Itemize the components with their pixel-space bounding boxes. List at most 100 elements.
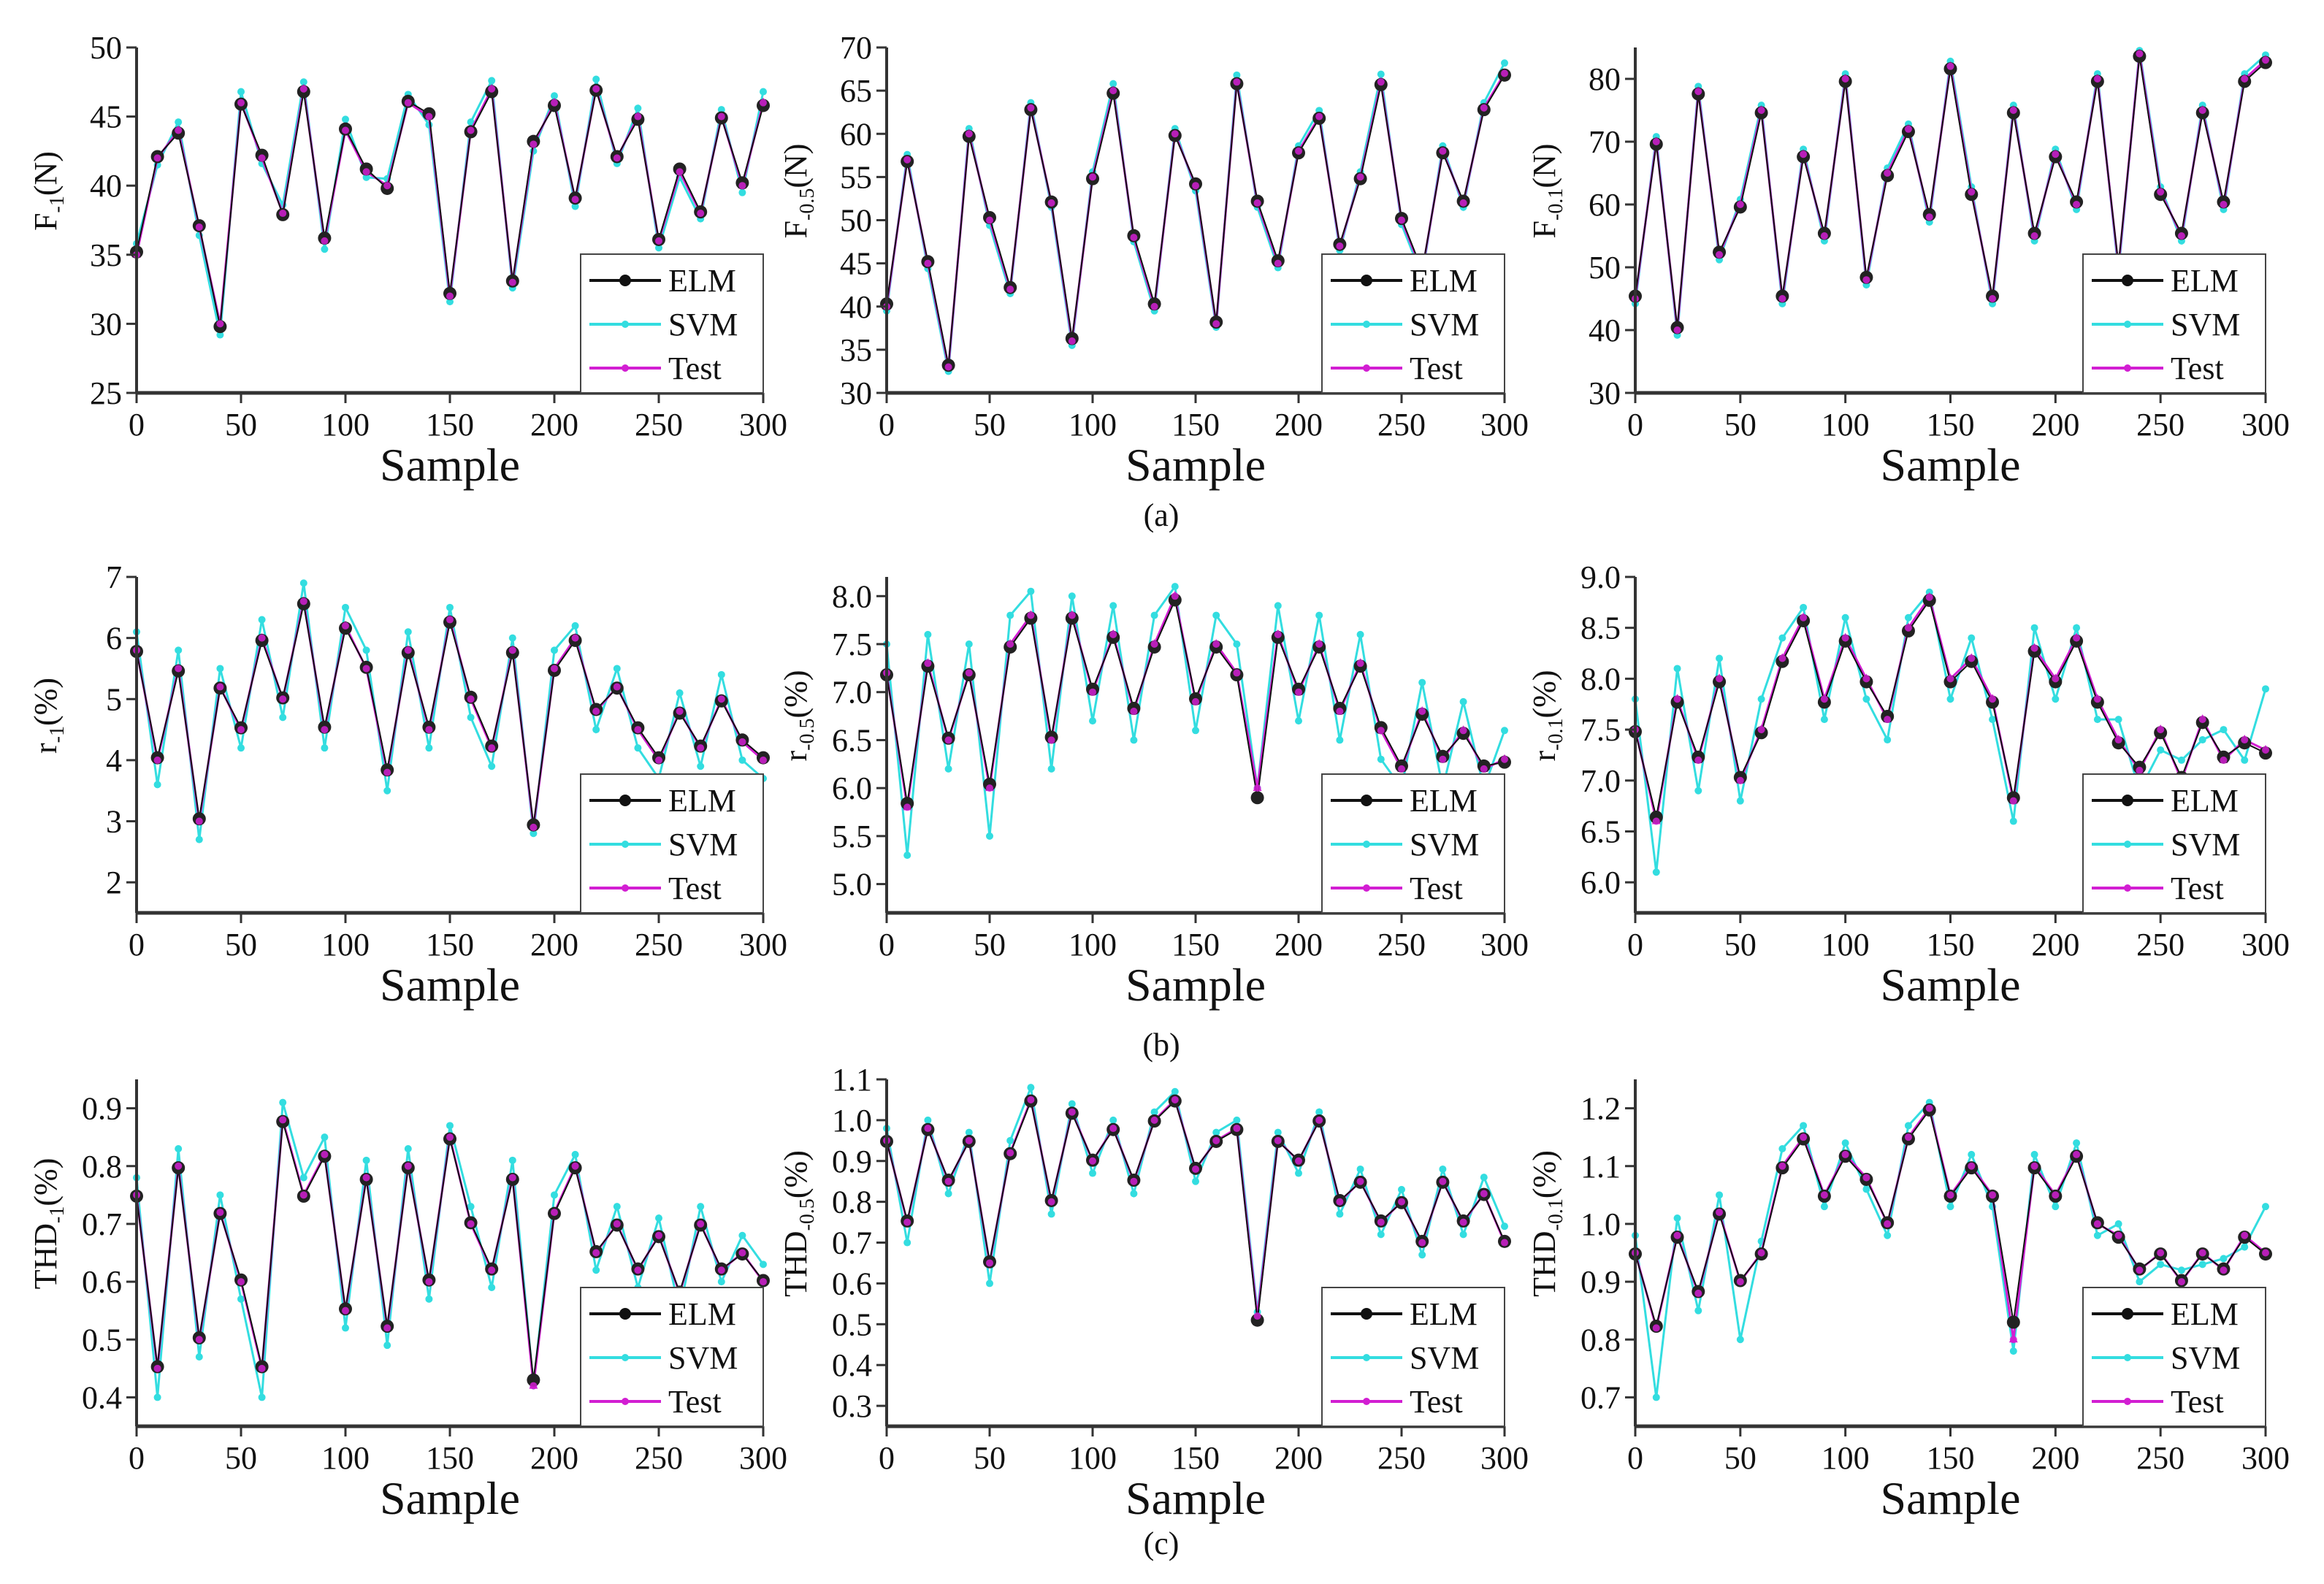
point-svm: [1673, 665, 1681, 673]
point-test-overlay: [383, 768, 391, 776]
x-tick-label: 200: [530, 927, 578, 963]
legend: ELM SVM Test: [1321, 253, 1505, 394]
point-test-overlay: [1192, 697, 1199, 705]
point-test-overlay: [1089, 173, 1096, 181]
panel-a-3: 0 50 100 150 200 250 300 30 40 50 60 70 80 Sample F-0.…: [1526, 47, 2290, 491]
legend-label-svm: SVM: [1410, 307, 1479, 343]
point-svm: [1439, 1165, 1447, 1173]
point-test-overlay: [2093, 1220, 2101, 1228]
point-test-overlay: [508, 278, 516, 286]
y-label-sub: -1: [46, 196, 69, 213]
point-test-overlay: [1925, 1104, 1933, 1112]
x-tick-label: 250: [1377, 407, 1426, 443]
point-test-overlay: [1862, 1174, 1870, 1182]
legend-label-elm: ELM: [1410, 783, 1478, 819]
point-test-overlay: [924, 659, 932, 667]
x-tick-label: 200: [530, 1440, 578, 1476]
point-svm: [1150, 1108, 1158, 1116]
point-test-overlay: [986, 784, 993, 792]
point-svm: [592, 1266, 600, 1274]
point-test-overlay: [2114, 1231, 2122, 1239]
point-test-overlay: [1315, 640, 1323, 648]
point-svm: [965, 1128, 973, 1136]
point-test-overlay: [1150, 302, 1158, 310]
point-test-overlay: [1212, 1136, 1220, 1144]
point-test-overlay: [1274, 630, 1282, 638]
legend-label-elm: ELM: [2171, 1296, 2239, 1332]
point-test-overlay: [1989, 295, 1997, 302]
point-test-overlay: [425, 1278, 433, 1286]
y-tick-label: 0.8: [832, 1185, 872, 1220]
y-tick-label: 60: [840, 116, 872, 152]
point-test-overlay: [1150, 1116, 1158, 1124]
point-test-overlay: [1336, 242, 1344, 250]
x-tick-label: 250: [2136, 407, 2185, 443]
point-test-overlay: [1841, 1150, 1849, 1158]
y-tick-label: 0.8: [1580, 1322, 1621, 1358]
point-svm: [697, 1203, 705, 1211]
legend: ELM SVM Test: [580, 253, 764, 394]
x-tick-label: 150: [1171, 927, 1220, 963]
y-label-sub: -1: [46, 726, 69, 743]
point-test-overlay: [1253, 199, 1261, 207]
point-svm: [717, 1278, 725, 1286]
x-tick-label: 100: [1069, 927, 1117, 963]
y-label-sub: -0.5: [796, 1198, 819, 1231]
point-svm: [279, 713, 287, 722]
point-svm: [613, 1203, 621, 1211]
point-test-overlay: [467, 126, 475, 134]
legend-marker-svm: [622, 321, 629, 328]
x-axis-label: Sample: [1125, 959, 1266, 1011]
point-test-overlay: [1757, 726, 1765, 734]
point-test-overlay: [1377, 727, 1385, 735]
point-test-overlay: [676, 168, 684, 176]
point-svm: [1233, 1116, 1241, 1124]
point-svm: [362, 1156, 370, 1164]
point-svm: [446, 603, 454, 611]
y-axis-label: F-0.5(N): [778, 144, 819, 239]
point-test-overlay: [530, 1382, 538, 1390]
point-test-overlay: [446, 616, 454, 624]
y-label-sub: -0.5: [796, 188, 819, 221]
point-test-overlay: [1274, 259, 1282, 267]
y-tick-label: 7.5: [832, 627, 872, 662]
x-tick-label: 250: [1377, 1440, 1426, 1476]
y-tick-label: 50: [90, 30, 122, 66]
point-test-overlay: [697, 744, 705, 752]
point-svm: [1418, 1251, 1426, 1259]
point-test-overlay: [299, 85, 307, 93]
point-test-overlay: [1946, 62, 1954, 70]
x-tick-label: 0: [129, 1440, 145, 1476]
point-test-overlay: [488, 1266, 496, 1274]
legend-marker-elm: [2122, 1308, 2133, 1320]
point-test-overlay: [404, 99, 412, 107]
point-test-overlay: [2241, 1231, 2249, 1239]
point-test-overlay: [488, 744, 496, 752]
point-svm: [1356, 630, 1364, 638]
point-test-overlay: [1862, 675, 1870, 683]
point-test-overlay: [760, 1278, 767, 1286]
legend-marker-elm: [619, 795, 631, 806]
point-svm: [2009, 1347, 2017, 1355]
point-test-overlay: [2052, 675, 2060, 683]
point-svm: [1006, 1136, 1014, 1144]
panel-a-2: 0 50 100 150 200 250 300 30 35 40 45 50 55 60 65 70 Samp…: [778, 30, 1529, 491]
point-svm: [237, 1295, 245, 1303]
point-test-overlay: [903, 803, 911, 811]
x-tick-label: 200: [1274, 927, 1323, 963]
point-test-overlay: [551, 99, 558, 107]
y-label-unit: (%): [778, 1150, 814, 1198]
point-svm: [1820, 1203, 1828, 1211]
point-test-overlay: [924, 1125, 932, 1133]
point-svm: [2157, 746, 2165, 754]
y-tick-label: 70: [840, 30, 872, 66]
point-test-overlay: [965, 669, 973, 677]
point-test-overlay: [1130, 234, 1138, 242]
point-test-overlay: [362, 665, 370, 673]
point-svm: [1336, 1210, 1344, 1218]
legend-marker-test: [1363, 364, 1370, 372]
point-svm: [1068, 592, 1076, 600]
legend-marker-svm: [2124, 1354, 2131, 1361]
point-test-overlay: [1800, 613, 1808, 621]
x-tick-label: 200: [530, 407, 578, 443]
